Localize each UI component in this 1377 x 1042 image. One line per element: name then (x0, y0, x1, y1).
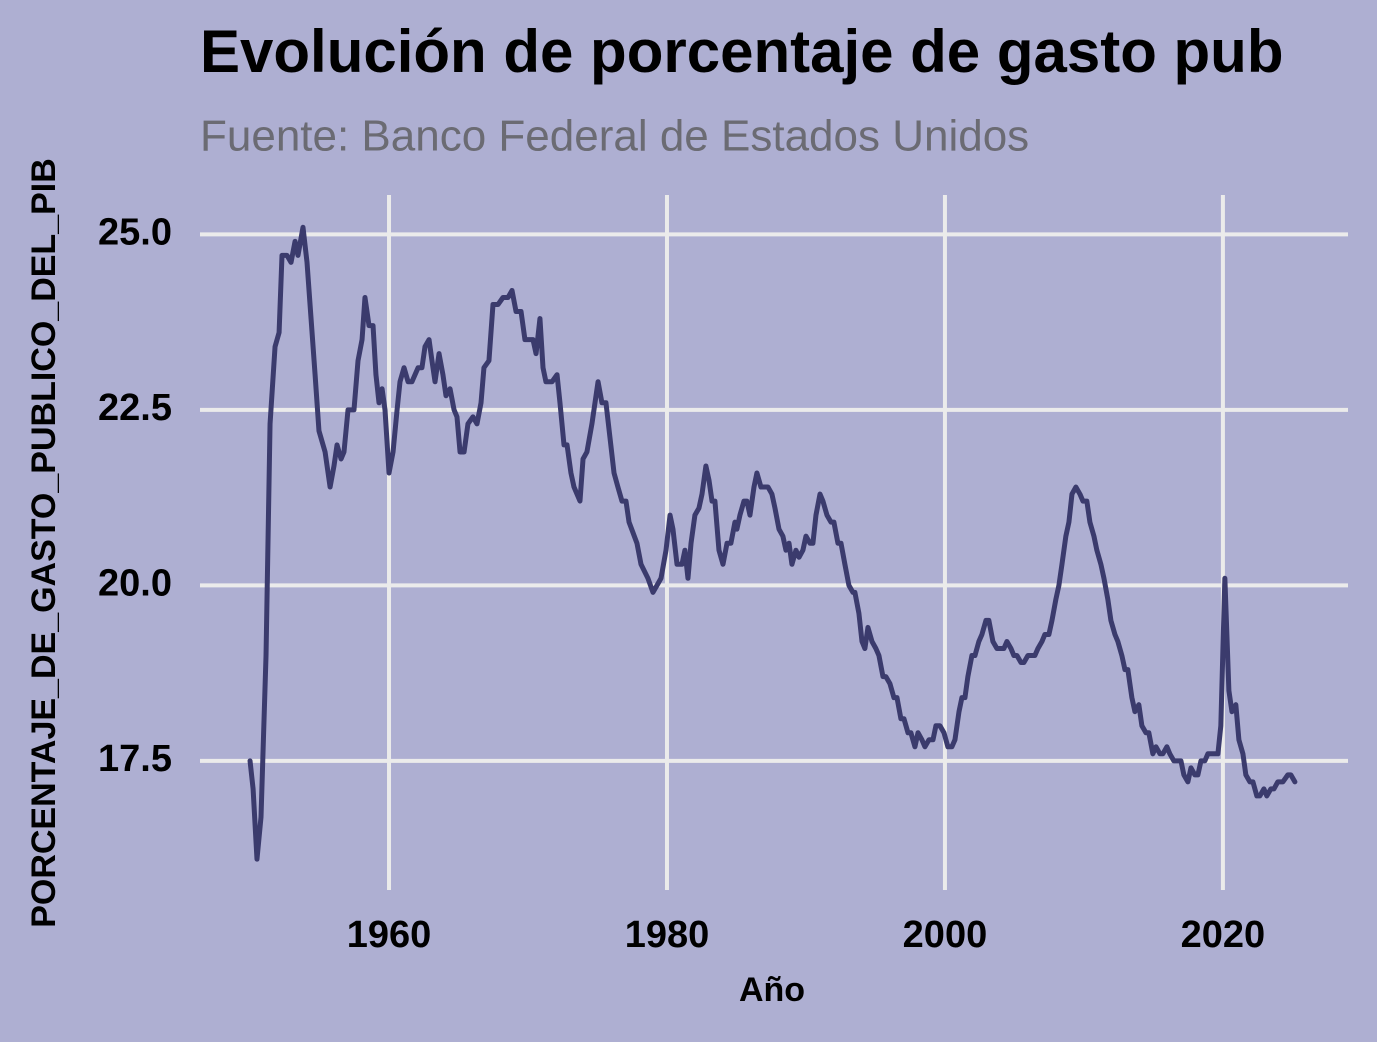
x-tick-label: 1960 (347, 914, 432, 956)
x-tick-label: 2000 (903, 914, 988, 956)
y-tick-label: 20.0 (98, 562, 172, 604)
plot-area (247, 224, 1298, 862)
y-tick-label: 22.5 (98, 387, 172, 429)
data-line (247, 224, 1298, 862)
x-tick-label: 2020 (1181, 914, 1266, 956)
y-tick-label: 25.0 (98, 211, 172, 253)
y-tick-label: 17.5 (98, 738, 172, 780)
chart-subtitle: Fuente: Banco Federal de Estados Unidos (200, 112, 1029, 161)
x-axis-label: Año (739, 971, 805, 1009)
x-tick-label: 1980 (625, 914, 710, 956)
y-axis-label: PORCENTAJE_DE_GASTO_PUBLICO_DEL_PIB (25, 158, 63, 928)
chart-title: Evolución de porcentaje de gasto pub (200, 18, 1284, 85)
